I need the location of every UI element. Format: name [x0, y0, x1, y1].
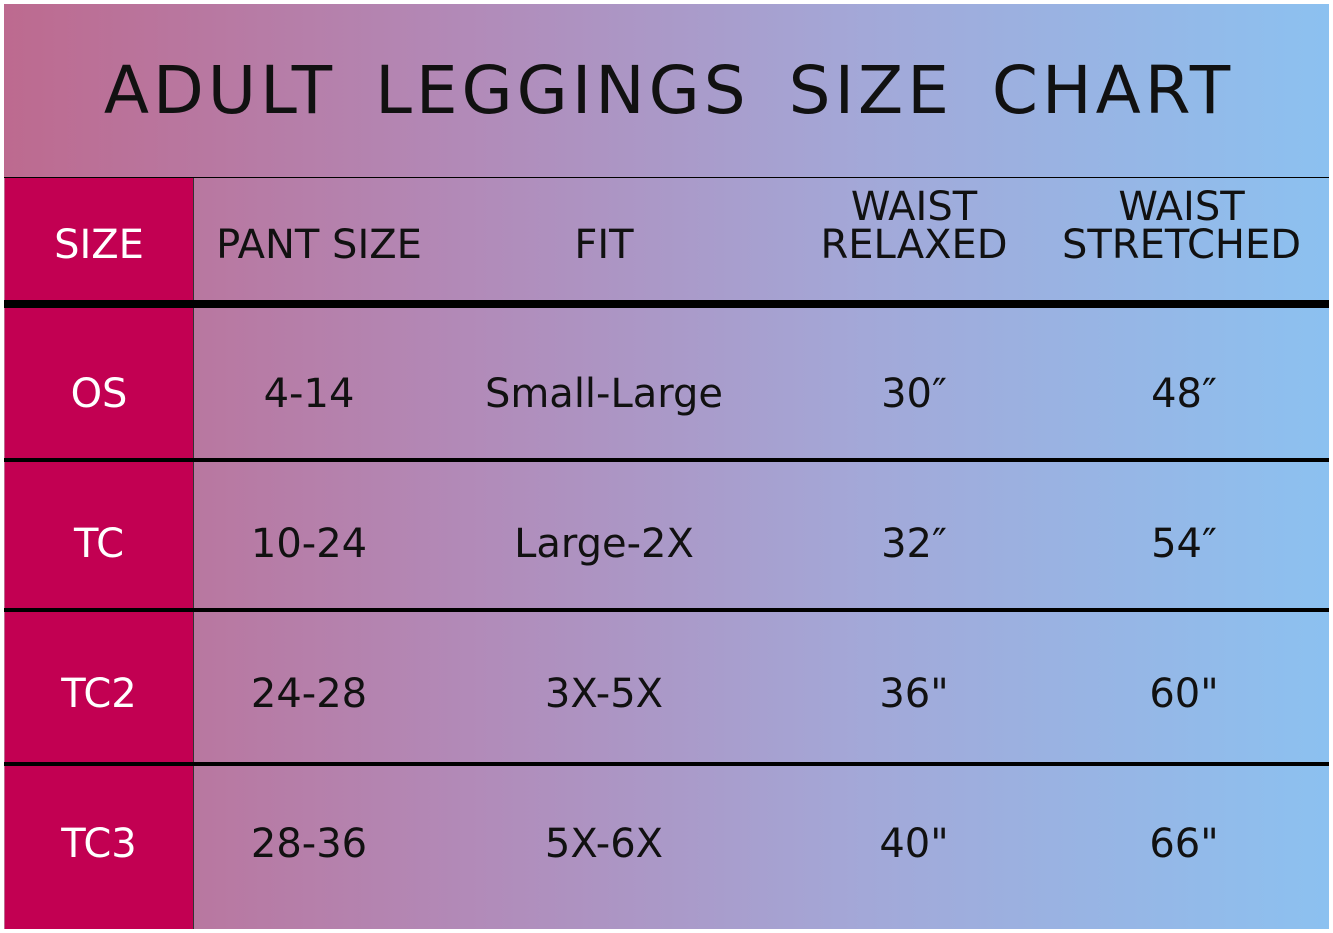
header-waist-relaxed: WAIST RELAXED: [820, 184, 1008, 268]
cell-pant-size: 4-14: [263, 371, 355, 417]
divider: [4, 177, 1329, 178]
cell-waist-stretched: 48″: [1151, 371, 1217, 417]
cell-fit: Large-2X: [514, 521, 694, 567]
header-waist-stretched: WAIST STRETCHED: [1061, 184, 1302, 268]
cell-pant-size: 24-28: [250, 671, 368, 717]
divider: [4, 608, 1329, 612]
cell-fit: Small-Large: [484, 371, 724, 417]
divider: [4, 762, 1329, 766]
cell-pant-size: 28-36: [250, 821, 368, 867]
header-pant-size: PANT SIZE: [216, 222, 422, 268]
cell-waist-relaxed: 40": [879, 821, 949, 867]
cell-size: TC3: [61, 821, 137, 867]
header-size: SIZE: [54, 222, 144, 268]
cell-waist-relaxed: 30″: [881, 371, 947, 417]
cell-size: TC: [73, 521, 125, 567]
header-fit: FIT: [574, 222, 634, 268]
divider: [4, 458, 1329, 462]
cell-size: OS: [70, 371, 128, 417]
divider: [4, 300, 1329, 308]
cell-waist-stretched: 66": [1149, 821, 1219, 867]
chart-title: ADULT LEGGINGS SIZE CHART: [103, 52, 1235, 129]
cell-fit: 3X-5X: [544, 671, 664, 717]
cell-waist-stretched: 54″: [1151, 521, 1217, 567]
size-chart: ADULT LEGGINGS SIZE CHART SIZE PANT SIZE…: [4, 4, 1329, 929]
cell-pant-size: 10-24: [250, 521, 368, 567]
cell-waist-relaxed: 32″: [881, 521, 947, 567]
cell-size: TC2: [61, 671, 137, 717]
divider: [193, 178, 194, 929]
cell-waist-relaxed: 36": [879, 671, 949, 717]
cell-waist-stretched: 60": [1149, 671, 1219, 717]
cell-fit: 5X-6X: [544, 821, 664, 867]
